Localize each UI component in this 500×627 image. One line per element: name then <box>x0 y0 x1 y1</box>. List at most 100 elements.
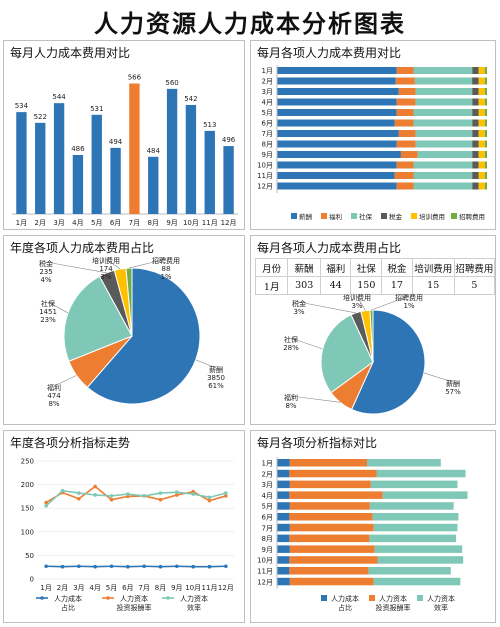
pie-slice <box>86 267 201 405</box>
stacked-bar-segment <box>396 140 416 148</box>
bar-data-label: 496 <box>222 136 236 144</box>
stacked-bar-segment <box>277 523 290 532</box>
legend-label: 投资报酬率 <box>117 603 152 612</box>
leader-line <box>371 295 410 311</box>
stacked-bar-segment <box>289 480 371 489</box>
stacked-bar-segment <box>413 67 473 74</box>
table-cell[interactable]: 1月 <box>254 276 289 295</box>
series-line <box>45 485 227 504</box>
stacked-bar-segment <box>472 67 479 74</box>
stacked-bar-segment <box>484 140 487 148</box>
data-point <box>109 494 114 498</box>
stacked-bar-segment <box>472 119 479 127</box>
data-point <box>158 491 163 495</box>
stacked-bar-segment <box>382 491 468 499</box>
legend-swatch <box>321 595 327 601</box>
stacked-bar-segment <box>478 182 485 190</box>
y-tick-label: 150 <box>21 505 34 513</box>
legend-label: 人力成本 <box>331 594 359 603</box>
data-point <box>224 491 228 495</box>
y-tick-label: 50 <box>25 552 34 560</box>
leader-line <box>290 337 323 350</box>
stacked-bar-segment <box>484 130 487 137</box>
stacked-bar-segment <box>277 109 397 116</box>
stacked-bar-segment <box>472 151 479 158</box>
x-tick-label: 5月 <box>106 584 117 592</box>
leader-line <box>356 295 366 311</box>
y-tick-label: 3月 <box>262 481 273 489</box>
data-point <box>77 496 81 501</box>
stacked-bar-segment <box>277 577 290 586</box>
bar-data-label: 566 <box>128 74 142 82</box>
pie-data-label: 培训费用 <box>92 256 120 265</box>
table-header-cell: 培训费用 <box>411 258 455 277</box>
x-tick-label: 8月 <box>155 584 166 592</box>
stacked-bar-segment <box>374 545 463 553</box>
stacked-bar-segment <box>484 88 487 95</box>
table-cell: 44 <box>319 276 352 295</box>
data-point <box>207 564 212 569</box>
stacked-bar-segment <box>289 469 377 478</box>
data-point <box>207 495 212 500</box>
stacked-bar-segment <box>277 556 290 564</box>
table-header-row: 月份 薪酬 福利 社保 税金 培训费用 招聘费用 <box>254 258 495 277</box>
bar-data-label: 542 <box>184 95 197 103</box>
bar <box>223 146 234 214</box>
stacked-bar-segment <box>415 98 473 106</box>
leader-line <box>45 261 107 274</box>
stacked-bar-segment <box>478 67 485 74</box>
pie-data-label: 61% <box>208 382 224 390</box>
legend-swatch <box>369 595 375 601</box>
y-tick-label: 12月 <box>257 183 273 191</box>
stacked-bar-segment <box>415 88 473 95</box>
bar <box>204 130 215 214</box>
stacked-bar-segment <box>414 77 473 85</box>
stacked-bar-segment <box>472 161 479 169</box>
stacked-bar-segment <box>484 109 487 116</box>
table-header-cell: 招聘费用 <box>453 258 495 277</box>
stacked-bar-segment <box>478 172 485 179</box>
pie-data-label: 社保 <box>284 335 298 344</box>
pie-data-label: 8% <box>285 402 296 410</box>
leader-line <box>195 359 217 369</box>
stacked-bar-segment <box>413 182 473 190</box>
x-tick-label: 10月 <box>183 219 199 227</box>
stacked-bar-segment <box>277 140 397 148</box>
monthly-item-cost-panel: 每月各项人力成本费用对比 1月 2月 3月 4月 5月 6月 7月 8月 9月 10月 11月 12月… <box>250 40 496 230</box>
stacked-bar-segment <box>396 182 414 190</box>
stacked-bar-segment <box>369 502 454 510</box>
stacked-bar-segment <box>277 77 396 85</box>
y-tick-label: 4月 <box>262 492 273 500</box>
x-tick-label: 12月 <box>221 219 237 227</box>
stacked-bar-segment <box>472 88 479 95</box>
stacked-bar-segment <box>277 491 290 499</box>
pie-data-label: 培训费用 <box>343 294 371 302</box>
data-point <box>93 564 97 569</box>
legend-label: 占比 <box>338 603 352 612</box>
data-point <box>77 491 81 495</box>
stacked-bar-segment <box>472 182 479 190</box>
x-tick-label: 1月 <box>40 584 51 592</box>
stacked-bar-segment <box>367 459 441 467</box>
y-tick-label: 200 <box>21 481 34 489</box>
legend-label: 招聘费用 <box>459 212 485 221</box>
y-tick-label: 7月 <box>262 524 273 532</box>
stacked-bar-segment <box>484 67 487 74</box>
stacked-bar-segment <box>400 151 418 158</box>
stacked-bar-segment <box>277 480 290 489</box>
stacked-bar-segment <box>413 161 473 169</box>
bar-data-label: 522 <box>34 113 47 121</box>
bar <box>16 112 27 214</box>
stacked-bar-segment <box>396 109 414 116</box>
pie-data-label: 88 <box>162 265 171 273</box>
stacked-bar-segment <box>376 469 466 478</box>
bar-data-label: 560 <box>165 79 178 87</box>
x-tick-label: 3月 <box>73 584 84 592</box>
annual-indicator-trend-panel: 年度各项分析指标走势 0 50 100 150 200 250 1月 2月 3月 4月 5月 6月 7月… <box>3 430 245 623</box>
legend-marker <box>40 596 44 600</box>
leader-line <box>105 258 121 270</box>
bar <box>148 156 159 214</box>
